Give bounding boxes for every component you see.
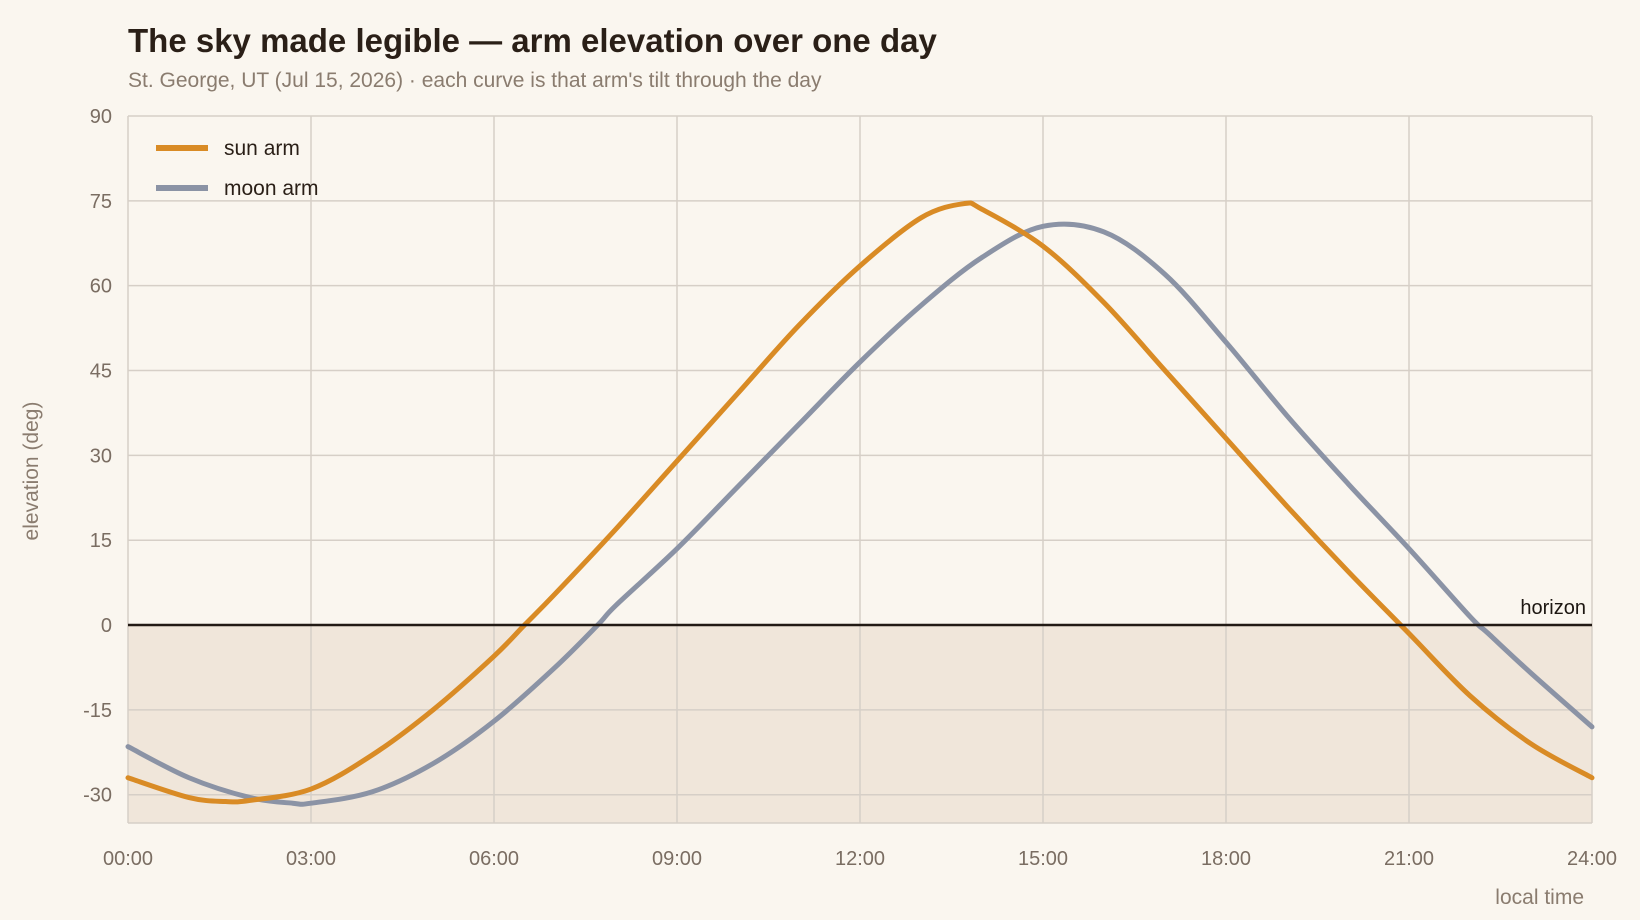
series-line-moon-arm bbox=[125, 221, 1595, 807]
series-layer bbox=[125, 200, 1595, 807]
x-axis-label: local time bbox=[1495, 886, 1584, 909]
horizon-label: horizon bbox=[1520, 597, 1586, 619]
y-tick-label: 0 bbox=[101, 615, 112, 637]
x-tick-label: 06:00 bbox=[469, 848, 519, 870]
x-tick-label: 09:00 bbox=[652, 848, 702, 870]
grid bbox=[127, 115, 1593, 824]
y-axis-label: elevation (deg) bbox=[20, 402, 43, 541]
legend-label-moon-arm: moon arm bbox=[224, 177, 319, 200]
x-tick-label: 21:00 bbox=[1384, 848, 1434, 870]
x-tick-label: 18:00 bbox=[1201, 848, 1251, 870]
x-tick-label: 15:00 bbox=[1018, 848, 1068, 870]
y-tick-label: 75 bbox=[90, 191, 112, 213]
x-tick-label: 03:00 bbox=[286, 848, 336, 870]
y-tick-label: 60 bbox=[90, 276, 112, 298]
x-tick-label: 00:00 bbox=[103, 848, 153, 870]
y-tick-label: 30 bbox=[90, 445, 112, 467]
y-axis-ticks: -30 -15 0 15 30 45 60 75 90 bbox=[83, 106, 112, 807]
legend: sun arm moon arm bbox=[156, 137, 319, 200]
y-tick-label: -30 bbox=[83, 785, 112, 807]
x-axis-ticks: 00:00 03:00 06:00 09:00 12:00 15:00 18:00 21:00… bbox=[103, 848, 1617, 870]
horizon-layer: horizon bbox=[128, 597, 1592, 627]
x-tick-label: 24:00 bbox=[1567, 848, 1617, 870]
y-tick-label: 90 bbox=[90, 106, 112, 128]
y-tick-label: -15 bbox=[83, 700, 112, 722]
chart-title: The sky made legible — arm elevation ove… bbox=[128, 22, 937, 59]
y-tick-label: 45 bbox=[90, 361, 112, 383]
series-line-sun-arm bbox=[125, 200, 1595, 805]
legend-label-sun-arm: sun arm bbox=[224, 137, 300, 160]
x-tick-label: 12:00 bbox=[835, 848, 885, 870]
y-tick-label: 15 bbox=[90, 530, 112, 552]
chart-subtitle: St. George, UT (Jul 15, 2026) · each cur… bbox=[128, 69, 822, 92]
